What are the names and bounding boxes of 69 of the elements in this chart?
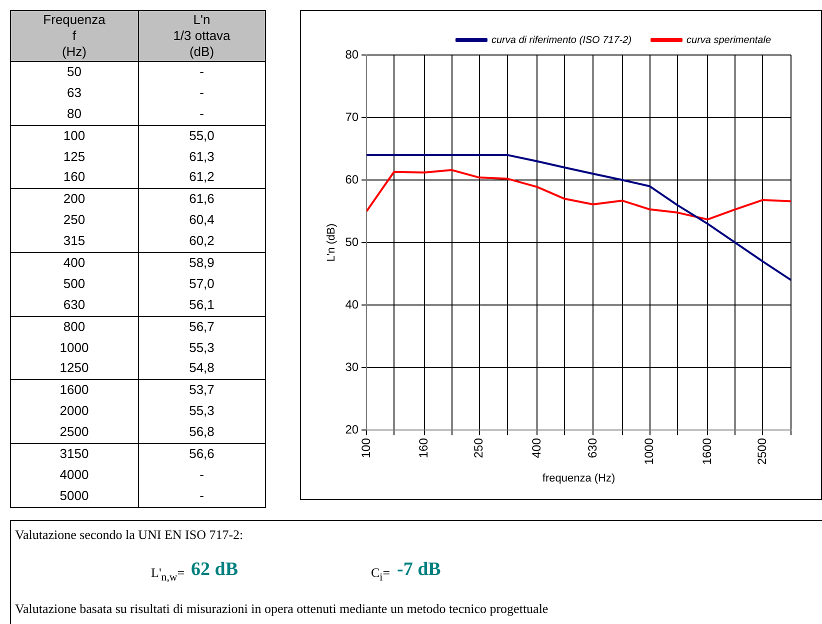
text: -	[200, 466, 204, 482]
text: 53,7	[189, 382, 214, 398]
y-tick-label: 60	[345, 172, 359, 186]
y-axis-title: L'n (dB)	[326, 223, 338, 262]
x-tick-label: 250	[472, 438, 486, 458]
text: 57,0	[189, 276, 214, 291]
category-label: 160	[11, 167, 138, 188]
text: 56,6	[189, 446, 214, 462]
text: 55,3	[189, 340, 214, 355]
y-tick-label: 20	[345, 422, 359, 436]
text: 60,2	[189, 233, 214, 248]
x-axis-title: frequenza (Hz)	[542, 472, 616, 484]
category-label: 50	[11, 62, 138, 83]
y-tick-label: 50	[345, 234, 359, 249]
text: Valutazione secondo la UNI EN ISO 717-2:	[15, 527, 244, 543]
text: 61,3	[189, 148, 214, 164]
category-label: 125	[11, 146, 138, 168]
x-tick-label: 630	[585, 438, 600, 458]
text: -7 dB	[397, 559, 441, 581]
category-label: 2500	[11, 422, 138, 444]
x-tick-label: 1000	[642, 438, 656, 465]
text: 55,3	[189, 403, 214, 418]
category-label: 80	[11, 104, 138, 125]
text: 55,0	[189, 128, 214, 143]
category-label: 200	[11, 189, 138, 210]
y-tick-label: 30	[345, 360, 359, 374]
text: 62 dB	[191, 559, 238, 581]
text: 60,4	[189, 212, 214, 228]
category-label: 5000	[11, 486, 138, 507]
text: Valutazione basata su risultati di misurazioni in opera ottenuti mediante un metodo tecnico progettuale	[15, 601, 548, 617]
category-label: 1000	[11, 338, 138, 358]
y-tick-label: 70	[345, 110, 359, 124]
text: Frequenza f (Hz)	[11, 11, 138, 61]
text: 56,7	[189, 318, 214, 334]
x-tick-label: 160	[416, 438, 431, 458]
y-tick-label: 40	[345, 297, 359, 312]
category-label: 1250	[11, 358, 138, 380]
text: 61,6	[189, 191, 214, 206]
category-label: 630	[11, 294, 138, 316]
category-label: 400	[11, 253, 138, 274]
category-label: 500	[11, 274, 138, 295]
text: C$_{i}$=	[371, 565, 390, 584]
text: 54,8	[189, 360, 214, 376]
x-tick-label: 2500	[754, 438, 769, 465]
category-label: 1600	[11, 380, 138, 402]
y-tick-label: 80	[345, 47, 359, 62]
text: 61,2	[189, 169, 214, 184]
text: -	[200, 106, 204, 121]
text: 56,8	[189, 424, 214, 440]
text: 58,9	[189, 255, 214, 270]
category-label: 315	[11, 231, 138, 252]
category-label: 3150	[11, 444, 138, 465]
category-label: 100	[11, 126, 138, 147]
legend-label: curva sperimentale	[686, 34, 772, 46]
text: -	[200, 84, 204, 100]
legend-label: curva di riferimento (ISO 717-2)	[491, 34, 632, 46]
text: 56,1	[189, 296, 214, 312]
x-tick-label: 400	[529, 438, 544, 458]
x-tick-label: 1600	[700, 438, 714, 465]
text: -	[200, 64, 204, 79]
text: L'n 1/3 ottava (dB)	[172, 11, 232, 61]
category-label: 250	[11, 210, 138, 232]
text: L'$_{n,w}$=	[151, 565, 185, 584]
category-label: 4000	[11, 464, 138, 486]
text: -	[200, 488, 204, 503]
category-label: 63	[11, 82, 138, 104]
x-tick-label: 100	[358, 438, 373, 458]
category-label: 2000	[11, 401, 138, 422]
category-label: 800	[11, 316, 138, 338]
